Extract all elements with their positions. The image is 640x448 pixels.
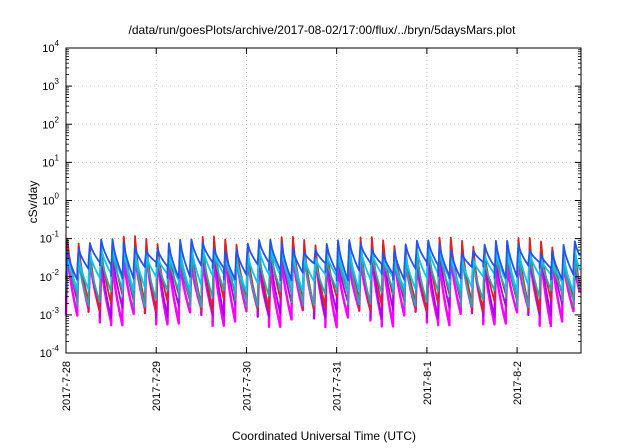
x-axis: 2017-7-28 2017-7-29 2017-7-30 2017-7-31 2017… [61,48,524,411]
y-tick-label: 10-2 [40,268,60,284]
chart-title: /data/run/goesPlots/archive/2017-08-02/1… [129,23,517,37]
y-tick-label: 101 [42,153,59,169]
x-tick-label: 2017-7-30 [241,361,253,411]
x-tick-label: 2017-7-29 [151,361,163,411]
series-group [64,235,581,329]
y-tick-label: 100 [42,192,59,208]
y-tick-label: 10-4 [40,344,60,360]
x-tick-label: 2017-7-31 [332,361,344,411]
y-tick-label: 10-1 [40,230,60,246]
x-tick-label: 2017-7-28 [61,361,73,411]
series-line [65,246,581,308]
x-tick-label: 2017-8-2 [512,361,524,405]
y-axis-label: cSv/day [26,181,40,224]
y-tick-label: 102 [42,115,59,131]
y-tick-label: 104 [42,39,59,55]
series-line [65,238,581,282]
x-axis-label: Coordinated Universal Time (UTC) [232,429,416,443]
y-tick-label: 103 [42,77,59,93]
x-tick-label: 2017-8-1 [422,361,434,405]
series-line [65,235,581,313]
y-axis: 10-4 10-3 10-2 10-1 100 101 102 103 104 [40,39,581,360]
y-tick-label: 10-3 [40,306,60,322]
